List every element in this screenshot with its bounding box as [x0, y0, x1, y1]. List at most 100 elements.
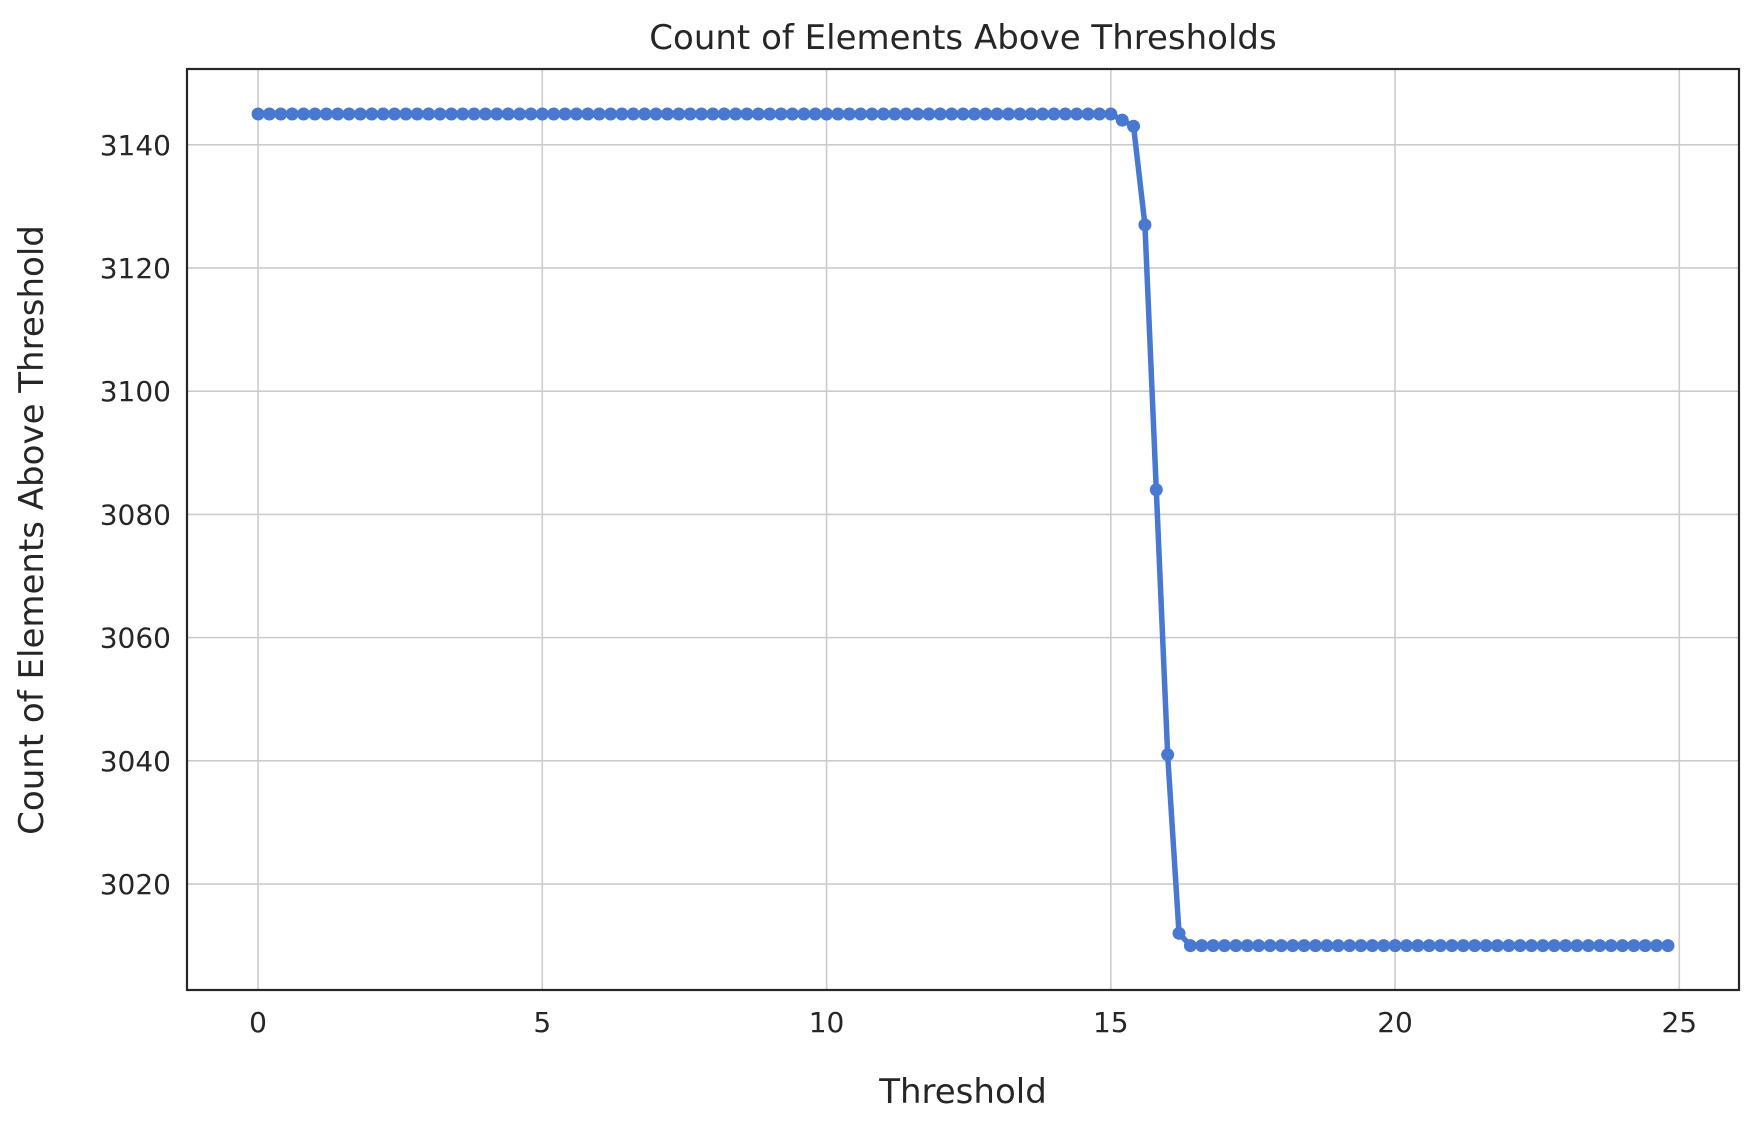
- data-point: [831, 107, 845, 121]
- data-point: [297, 107, 311, 121]
- data-point: [626, 107, 640, 121]
- data-point: [945, 107, 959, 121]
- data-point: [1502, 939, 1516, 953]
- data-point: [1138, 218, 1152, 232]
- data-point: [1183, 939, 1197, 953]
- data-point: [285, 107, 299, 121]
- x-tick-label: 15: [1093, 1006, 1129, 1039]
- data-point: [1320, 939, 1334, 953]
- data-point: [1127, 119, 1141, 133]
- data-point: [785, 107, 799, 121]
- data-point: [558, 107, 572, 121]
- data-point: [1615, 939, 1629, 953]
- data-point: [1456, 939, 1470, 953]
- data-point: [706, 107, 720, 121]
- data-point: [740, 107, 754, 121]
- data-point: [660, 107, 674, 121]
- data-point: [888, 107, 902, 121]
- data-point: [1604, 939, 1618, 953]
- x-tick-label: 20: [1377, 1006, 1413, 1039]
- data-point: [1547, 939, 1561, 953]
- x-axis-label: Threshold: [878, 1072, 1047, 1112]
- data-point: [1422, 939, 1436, 953]
- data-point: [1434, 939, 1448, 953]
- data-point: [649, 107, 663, 121]
- data-point: [865, 107, 879, 121]
- data-point: [513, 107, 527, 121]
- data-point: [751, 107, 765, 121]
- data-point: [979, 107, 993, 121]
- grid: [187, 69, 1739, 990]
- data-point: [1081, 107, 1095, 121]
- data-point: [1036, 107, 1050, 121]
- data-point: [1354, 939, 1368, 953]
- data-point: [615, 107, 629, 121]
- x-tick-label: 10: [809, 1006, 845, 1039]
- y-tick-label: 3080: [100, 498, 171, 531]
- data-point: [1274, 939, 1288, 953]
- data-point: [1001, 107, 1015, 121]
- data-point: [1172, 926, 1186, 940]
- data-point: [1570, 939, 1584, 953]
- data-point: [694, 107, 708, 121]
- data-point: [820, 107, 834, 121]
- data-point: [899, 107, 913, 121]
- y-tick-label: 3040: [100, 745, 171, 778]
- data-point: [1411, 939, 1425, 953]
- data-point: [1627, 939, 1641, 953]
- data-point: [467, 107, 481, 121]
- chart-title: Count of Elements Above Thresholds: [649, 18, 1276, 58]
- data-point: [1263, 939, 1277, 953]
- data-point: [1297, 939, 1311, 953]
- data-point: [342, 107, 356, 121]
- data-point: [1161, 748, 1175, 762]
- data-point: [1024, 107, 1038, 121]
- data-point: [842, 107, 856, 121]
- data-point: [1308, 939, 1322, 953]
- data-point: [319, 107, 333, 121]
- data-point: [1115, 113, 1129, 127]
- data-point: [1104, 107, 1118, 121]
- data-point: [683, 107, 697, 121]
- data-point: [1058, 107, 1072, 121]
- y-tick-label: 3140: [100, 129, 171, 162]
- data-point: [1377, 939, 1391, 953]
- data-point: [1638, 939, 1652, 953]
- y-tick-labels: 3020 3040 3060 3080 3100 3120 3140: [100, 129, 171, 901]
- x-tick-label: 25: [1661, 1006, 1697, 1039]
- y-tick-label: 3060: [100, 622, 171, 655]
- data-point: [399, 107, 413, 121]
- data-point: [1149, 483, 1163, 497]
- data-point: [376, 107, 390, 121]
- data-point: [854, 107, 868, 121]
- data-point: [1240, 939, 1254, 953]
- data-point: [1013, 107, 1027, 121]
- data-point: [1559, 939, 1573, 953]
- data-point: [1365, 939, 1379, 953]
- data-point: [1536, 939, 1550, 953]
- data-point: [274, 107, 288, 121]
- data-point: [1070, 107, 1084, 121]
- data-point: [1650, 939, 1664, 953]
- data-point: [763, 107, 777, 121]
- data-point: [478, 107, 492, 121]
- data-point: [262, 107, 276, 121]
- data-point: [535, 107, 549, 121]
- data-point: [1399, 939, 1413, 953]
- data-point: [501, 107, 515, 121]
- data-point: [922, 107, 936, 121]
- data-point: [1593, 939, 1607, 953]
- data-point: [251, 107, 265, 121]
- series-group: [251, 107, 1675, 953]
- data-point: [365, 107, 379, 121]
- data-point: [1343, 939, 1357, 953]
- data-point: [876, 107, 890, 121]
- data-point: [729, 107, 743, 121]
- data-point: [1581, 939, 1595, 953]
- data-point: [433, 107, 447, 121]
- plot-frame: [185, 67, 1741, 992]
- data-point: [1286, 939, 1300, 953]
- data-point: [1490, 939, 1504, 953]
- data-point: [456, 107, 470, 121]
